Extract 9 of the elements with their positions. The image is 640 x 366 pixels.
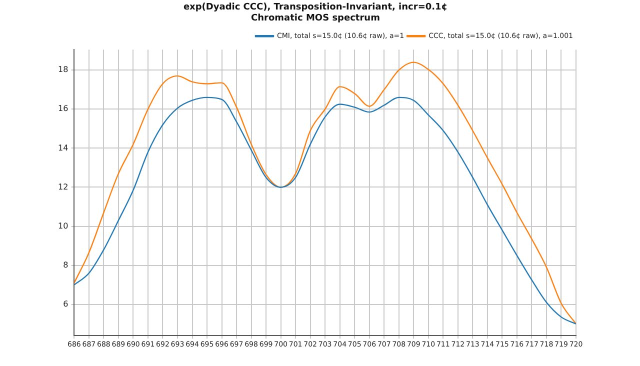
y-tick-label: 8 bbox=[63, 260, 68, 270]
text: Chromatic MOS spectrum bbox=[251, 14, 380, 24]
y-tick-label: 6 bbox=[63, 299, 68, 308]
y-tick-label: 16 bbox=[58, 104, 68, 114]
y-tick-label: 12 bbox=[58, 182, 68, 192]
text: exp(Dyadic CCC), Transposition-Invariant, incr=0.1¢ bbox=[183, 2, 448, 13]
y-tick-label: 10 bbox=[58, 221, 68, 230]
y-tick-label: 18 bbox=[58, 65, 68, 74]
y-tick-label: 14 bbox=[58, 143, 68, 152]
